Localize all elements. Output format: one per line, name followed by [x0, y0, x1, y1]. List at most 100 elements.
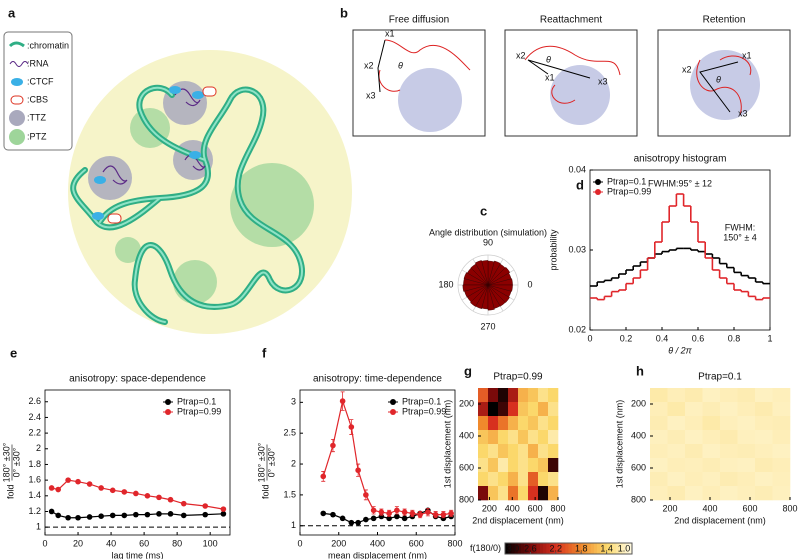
heatmap-cell	[488, 444, 499, 459]
colorbar-swatch	[533, 543, 538, 554]
heatmap-cell	[720, 472, 738, 487]
colorbar-swatch	[514, 543, 519, 554]
colorbar-swatch	[524, 543, 528, 554]
heatmap-cell	[538, 458, 549, 473]
heatmap-cell	[528, 444, 539, 459]
x-tick-label: 0.8	[728, 333, 741, 343]
data-point	[339, 398, 346, 404]
legend-rna	[9, 61, 29, 67]
heatmap-cell	[772, 472, 791, 487]
heatmap-cell	[650, 402, 668, 417]
heatmap-cell	[478, 416, 489, 431]
colorbar-swatch	[549, 543, 554, 554]
data-point	[348, 424, 355, 430]
legend-marker	[165, 399, 171, 405]
angle-label: 270	[480, 321, 495, 331]
x-tick-label: 0	[42, 538, 47, 548]
heatmap-cell	[772, 430, 791, 445]
plot-frame	[44, 389, 231, 536]
data-point	[417, 511, 423, 518]
point-label: x3	[598, 76, 608, 86]
data-point	[394, 507, 400, 514]
point-label: x1	[545, 72, 555, 82]
heatmap-cell	[737, 444, 756, 459]
heatmap-cell	[498, 472, 509, 487]
data-point	[339, 515, 346, 522]
data-point	[167, 496, 174, 503]
data-point	[363, 516, 369, 523]
colorbar-swatch	[584, 543, 589, 554]
angle-label: 180	[438, 279, 453, 289]
heatmap-cell	[538, 388, 549, 403]
chart-title: anisotropy: time-dependence	[313, 374, 442, 385]
rose-wedge	[487, 260, 501, 286]
heatmap-cell	[737, 430, 756, 445]
x-tick-label: 800	[782, 503, 797, 513]
heatmap-cell	[772, 444, 791, 459]
legend-marker	[595, 179, 601, 185]
ctcf	[169, 86, 181, 94]
colorbar-tick-label: 2.2	[550, 543, 563, 553]
data-point	[386, 515, 392, 522]
heatmap-cell	[720, 444, 738, 459]
data-point	[378, 509, 385, 515]
x-axis-label: mean displacement (nm)	[328, 550, 427, 559]
data-point	[409, 510, 416, 517]
heatmap-cell	[508, 472, 519, 487]
point-label: x1	[385, 28, 395, 38]
x-tick-label: 40	[106, 538, 116, 548]
legend-ttz	[9, 110, 25, 126]
scenario-title: Free diffusion	[389, 15, 449, 26]
heatmap-cell	[478, 472, 489, 487]
data-point	[48, 508, 55, 515]
y-tick-label: 1.4	[28, 490, 41, 500]
x-tick-label: 20	[73, 538, 83, 548]
steps	[527, 59, 591, 79]
trajectory	[524, 45, 621, 104]
heatmap-cell	[498, 416, 509, 431]
y-axis-label: 1st displacement (nm)	[442, 400, 452, 489]
legend-label: Ptrap=0.1	[402, 396, 441, 406]
annotation: FWHM:	[725, 222, 756, 232]
colorbar-swatch	[552, 543, 557, 554]
y-axis-label: probability	[548, 229, 558, 271]
y-tick-label: 2	[291, 458, 296, 468]
legend-label: :chromatin	[27, 40, 69, 50]
heatmap-cell	[508, 402, 519, 417]
heatmap-cell	[518, 430, 529, 445]
heatmap-cell	[518, 472, 529, 487]
panel-label: d	[576, 177, 584, 192]
data-point	[320, 510, 327, 517]
heatmap-cell	[755, 486, 773, 501]
legend-ctcf	[11, 78, 23, 86]
heatmap-cell	[528, 388, 539, 403]
heatmap-cell	[478, 486, 489, 501]
heatmap-cell	[685, 416, 703, 431]
heatmap-cell	[488, 430, 499, 445]
data-point	[75, 514, 81, 521]
x-tick-label: 100	[203, 538, 218, 548]
x-axis-label: θ / 2π	[668, 345, 692, 355]
colorbar-swatch	[609, 543, 614, 554]
heatmap-cell	[488, 486, 499, 501]
heatmap-cell	[720, 416, 738, 431]
data-point	[363, 492, 369, 498]
data-point	[370, 507, 377, 514]
heatmap-cell	[518, 388, 529, 403]
point-label: x2	[364, 60, 374, 70]
colorbar-swatch	[616, 543, 620, 554]
data-point	[167, 511, 174, 517]
rose-wedge	[487, 284, 510, 303]
colorbar-swatch	[530, 543, 535, 554]
heatmap-cell	[702, 402, 721, 417]
heatmap-cell	[548, 430, 559, 445]
heatmap-cell	[548, 444, 559, 459]
data-point	[65, 477, 71, 483]
heatmap-cell	[685, 402, 703, 417]
heatmap-cell	[528, 402, 539, 417]
data-point	[220, 506, 227, 512]
colorbar-swatch	[587, 543, 592, 554]
cbs	[107, 213, 122, 224]
data-point	[121, 489, 128, 495]
point-label: θ	[546, 54, 551, 64]
